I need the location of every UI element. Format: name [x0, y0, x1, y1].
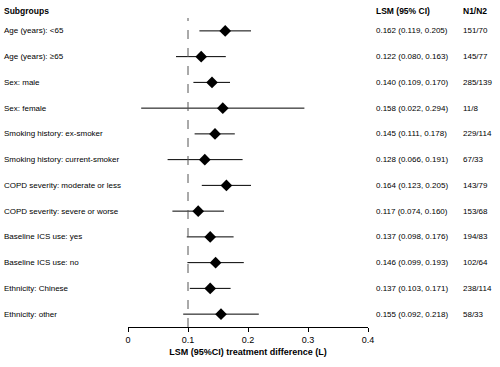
svg-text:LSM (95%CI) treatment differen: LSM (95%CI) treatment difference (L) — [169, 347, 327, 357]
svg-text:COPD severity: severe or worse: COPD severity: severe or worse — [4, 207, 119, 216]
svg-text:Subgroups: Subgroups — [4, 6, 49, 16]
svg-text:Baseline ICS use: no: Baseline ICS use: no — [4, 258, 79, 267]
svg-text:151/70: 151/70 — [463, 26, 488, 35]
svg-text:229/114: 229/114 — [463, 129, 492, 138]
svg-text:0.2: 0.2 — [242, 335, 255, 345]
svg-text:194/83: 194/83 — [463, 232, 488, 241]
svg-text:Sex: male: Sex: male — [4, 78, 40, 87]
svg-text:Age (years): ≥65: Age (years): ≥65 — [4, 52, 64, 61]
svg-text:145/77: 145/77 — [463, 52, 488, 61]
svg-text:0.146 (0.099, 0.193): 0.146 (0.099, 0.193) — [376, 258, 448, 267]
svg-text:0.1: 0.1 — [182, 335, 195, 345]
svg-text:Smoking history: ex-smoker: Smoking history: ex-smoker — [4, 129, 103, 138]
svg-text:0.3: 0.3 — [302, 335, 315, 345]
svg-text:Ethnicity: other: Ethnicity: other — [4, 310, 57, 319]
svg-text:Age (years): <65: Age (years): <65 — [4, 26, 64, 35]
svg-text:Baseline ICS use: yes: Baseline ICS use: yes — [4, 232, 82, 241]
svg-text:COPD severity: moderate or les: COPD severity: moderate or less — [4, 181, 121, 190]
svg-text:0.4: 0.4 — [362, 335, 375, 345]
svg-text:0.158 (0.022, 0.294): 0.158 (0.022, 0.294) — [376, 104, 448, 113]
svg-text:LSM (95% CI): LSM (95% CI) — [376, 6, 430, 16]
svg-text:0.155 (0.092, 0.218): 0.155 (0.092, 0.218) — [376, 310, 448, 319]
svg-text:0.117 (0.074, 0.160): 0.117 (0.074, 0.160) — [376, 207, 448, 216]
svg-text:N1/N2: N1/N2 — [463, 6, 487, 16]
svg-text:67/33: 67/33 — [463, 155, 484, 164]
svg-text:0.164 (0.123, 0.205): 0.164 (0.123, 0.205) — [376, 181, 448, 190]
svg-text:285/139: 285/139 — [463, 78, 492, 87]
svg-text:Smoking history: current-smoke: Smoking history: current-smoker — [4, 155, 119, 164]
svg-text:143/79: 143/79 — [463, 181, 488, 190]
svg-text:11/8: 11/8 — [463, 104, 479, 113]
svg-text:153/68: 153/68 — [463, 207, 488, 216]
svg-text:58/33: 58/33 — [463, 310, 484, 319]
svg-text:0.140 (0.109, 0.170): 0.140 (0.109, 0.170) — [376, 78, 448, 87]
svg-text:Sex: female: Sex: female — [4, 104, 47, 113]
svg-text:0.162 (0.119, 0.205): 0.162 (0.119, 0.205) — [376, 26, 448, 35]
svg-text:0: 0 — [125, 335, 130, 345]
svg-text:Ethnicity: Chinese: Ethnicity: Chinese — [4, 284, 69, 293]
svg-text:0.137 (0.098, 0.176): 0.137 (0.098, 0.176) — [376, 232, 448, 241]
svg-text:0.128 (0.066, 0.191): 0.128 (0.066, 0.191) — [376, 155, 448, 164]
svg-text:238/114: 238/114 — [463, 284, 492, 293]
svg-text:0.122 (0.080, 0.163): 0.122 (0.080, 0.163) — [376, 52, 448, 61]
svg-text:0.137 (0.103, 0.171): 0.137 (0.103, 0.171) — [376, 284, 448, 293]
svg-text:102/64: 102/64 — [463, 258, 488, 267]
svg-text:0.145 (0.111, 0.178): 0.145 (0.111, 0.178) — [376, 129, 447, 138]
